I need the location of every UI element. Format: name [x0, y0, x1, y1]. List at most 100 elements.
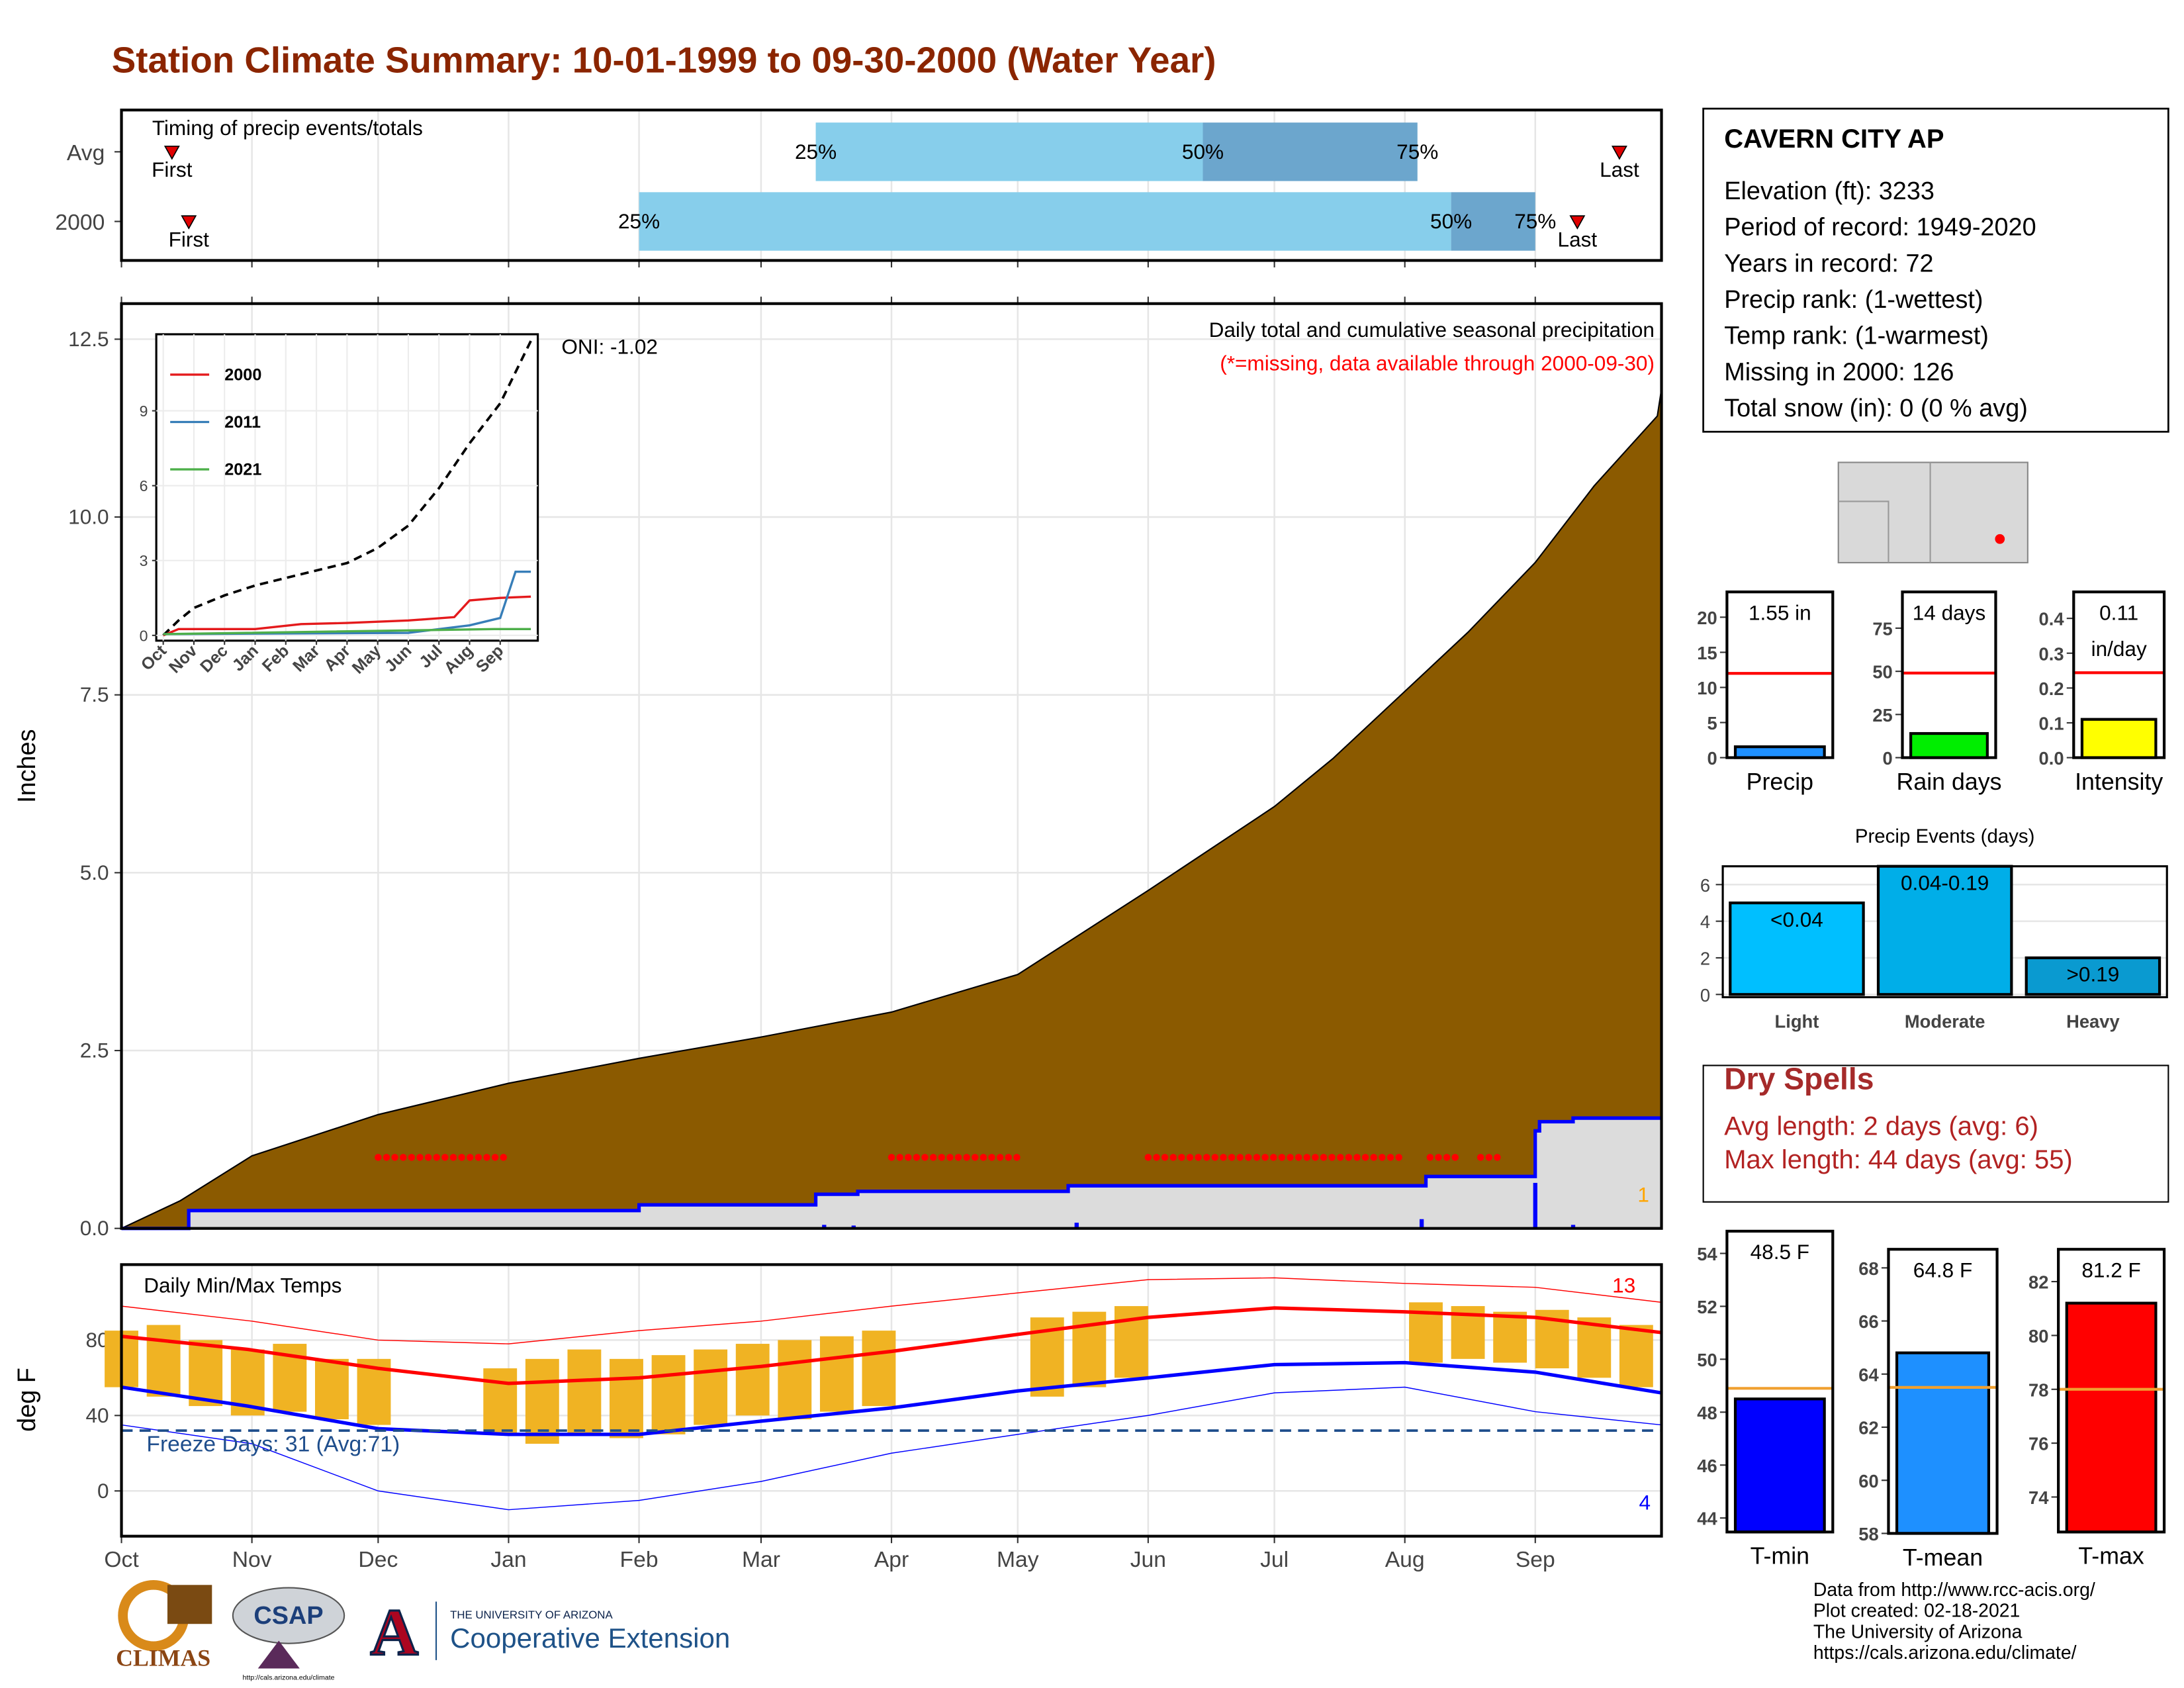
y-tick-label: 80	[2028, 1326, 2048, 1346]
value-label: 64.8 F	[1913, 1258, 1972, 1282]
x-tick-label: Light	[1775, 1011, 1819, 1032]
station-dot	[1995, 534, 2005, 544]
y-tick-label: 0.3	[2039, 643, 2064, 664]
legend-label: 2021	[224, 460, 261, 479]
annotation: 1	[1637, 1183, 1649, 1207]
temp-range-bar	[610, 1358, 643, 1438]
y-tick-label: 68	[1858, 1258, 1878, 1279]
x-tick-label: Oct	[104, 1548, 139, 1572]
temp-range-bar	[189, 1340, 223, 1407]
dry-spells-title: Dry Spells	[1724, 1061, 1874, 1096]
value-label: <0.04	[1770, 908, 1823, 931]
station-info: Years in record: 72	[1724, 250, 1933, 277]
y-axis-title: Inches	[13, 729, 41, 803]
x-axis-title: Intensity	[2075, 769, 2163, 795]
station-box	[1702, 107, 2169, 433]
quartile-label: 50%	[1430, 209, 1472, 233]
value-label: 48.5 F	[1751, 1240, 1809, 1264]
plot-frame	[120, 302, 1663, 1230]
dry-spell-info: Avg length: 2 days (avg: 6)	[1724, 1112, 2038, 1141]
y-tick-label: 10.0	[68, 505, 109, 529]
y-tick-label: 50	[1697, 1350, 1717, 1370]
x-tick-label: May	[997, 1548, 1039, 1572]
event-label: First	[152, 158, 193, 181]
chart-title: Precip Events (days)	[1855, 825, 2035, 847]
y-tick-label: 5.0	[80, 861, 109, 884]
station-info: Temp rank: (1-warmest)	[1724, 322, 1989, 350]
x-tick-label: Apr	[874, 1548, 909, 1572]
temp-range-bar	[1619, 1325, 1653, 1387]
y-tick-label: 46	[1697, 1456, 1717, 1476]
annotation: 4	[1639, 1491, 1651, 1515]
quartile-label: 25%	[618, 209, 660, 233]
chart-title: Daily Min/Max Temps	[144, 1273, 341, 1297]
temp-range-bar	[694, 1349, 728, 1425]
plot-frame	[2072, 590, 2166, 759]
y-tick-label: 5	[1707, 713, 1717, 733]
plot-frame	[1721, 865, 2168, 999]
event-marker	[1569, 215, 1586, 230]
temp-range-bar	[567, 1349, 602, 1434]
value-label: 0.04-0.19	[1901, 870, 1989, 894]
temp-range-bar	[1493, 1311, 1527, 1363]
temp-range-bar	[483, 1368, 518, 1434]
bar	[2025, 956, 2161, 996]
y-tick-label: 10	[1697, 678, 1717, 698]
plot-frame	[120, 1263, 1663, 1538]
gauge-bar	[1733, 745, 1826, 759]
cumulative-fill	[121, 1118, 1662, 1229]
quartile-bar	[1203, 122, 1418, 181]
y-tick-label: 0.4	[2039, 609, 2065, 630]
normal-line	[121, 1306, 1662, 1385]
event-label: First	[169, 227, 210, 251]
dry-spell-info: Max length: 44 days (avg: 55)	[1724, 1145, 2073, 1174]
y-tick-label: 82	[2028, 1272, 2048, 1293]
plot-frame	[1725, 1229, 1835, 1534]
temp-range-bar	[315, 1358, 349, 1420]
plot-frame	[1887, 1248, 1999, 1535]
gauge-bar	[2065, 1301, 2158, 1534]
value-label: 0.11 in/day	[2091, 600, 2147, 661]
event-marker	[1611, 146, 1627, 160]
y-tick-label: 0	[1883, 748, 1893, 769]
gauge-bar	[1733, 1397, 1826, 1534]
y-tick-label: 75	[1872, 618, 1892, 639]
annotation: 13	[1612, 1273, 1635, 1297]
event-marker	[163, 146, 180, 160]
y-tick-label: 0.0	[80, 1216, 109, 1240]
station-info: Total snow (in): 0 (0 % avg)	[1724, 395, 2028, 422]
station-info: Elevation (ft): 3233	[1724, 177, 1934, 205]
station-info: Precip rank: (1-wettest)	[1724, 286, 1983, 314]
value-label: 14 days	[1913, 600, 1986, 624]
map-land	[1837, 461, 2028, 564]
row-label: Avg	[67, 141, 105, 165]
csap-mountain	[257, 1640, 300, 1669]
footer-text: https://cals.arizona.edu/climate/	[1813, 1642, 2077, 1664]
y-axis-title: deg F	[13, 1368, 41, 1432]
temp-range-bar	[735, 1344, 770, 1416]
y-tick-label: 58	[1858, 1524, 1878, 1544]
value-label: >0.19	[2066, 962, 2119, 986]
x-tick-label: Heavy	[2066, 1011, 2120, 1032]
bar	[1876, 865, 2013, 996]
csap-cloud	[232, 1587, 345, 1644]
temp-range-bar	[146, 1325, 181, 1397]
quartile-label: 75%	[1514, 209, 1556, 233]
footer-text: The University of Arizona	[1813, 1621, 2023, 1642]
temp-range-bar	[651, 1355, 686, 1434]
daily-precip-bar	[822, 1225, 827, 1229]
y-tick-label: 74	[2028, 1487, 2049, 1508]
daily-precip-bar	[1570, 1225, 1576, 1229]
y-tick-label: 0.2	[2039, 679, 2064, 699]
y-tick-label: 0	[1700, 985, 1710, 1006]
chart-subtitle: (*=missing, data available through 2000-…	[1220, 352, 1655, 375]
y-tick-label: 60	[1858, 1471, 1878, 1491]
chart-title: Timing of precip events/totals	[152, 116, 423, 140]
y-tick-label: 66	[1858, 1311, 1878, 1332]
annotation: ONI: -1.02	[561, 334, 658, 358]
x-tick-label: Jan	[490, 1548, 526, 1572]
legend-label: 2000	[224, 365, 261, 384]
legend-label: 2011	[224, 413, 261, 432]
y-tick-label: 6	[1700, 875, 1710, 896]
event-label: Last	[1558, 227, 1598, 251]
